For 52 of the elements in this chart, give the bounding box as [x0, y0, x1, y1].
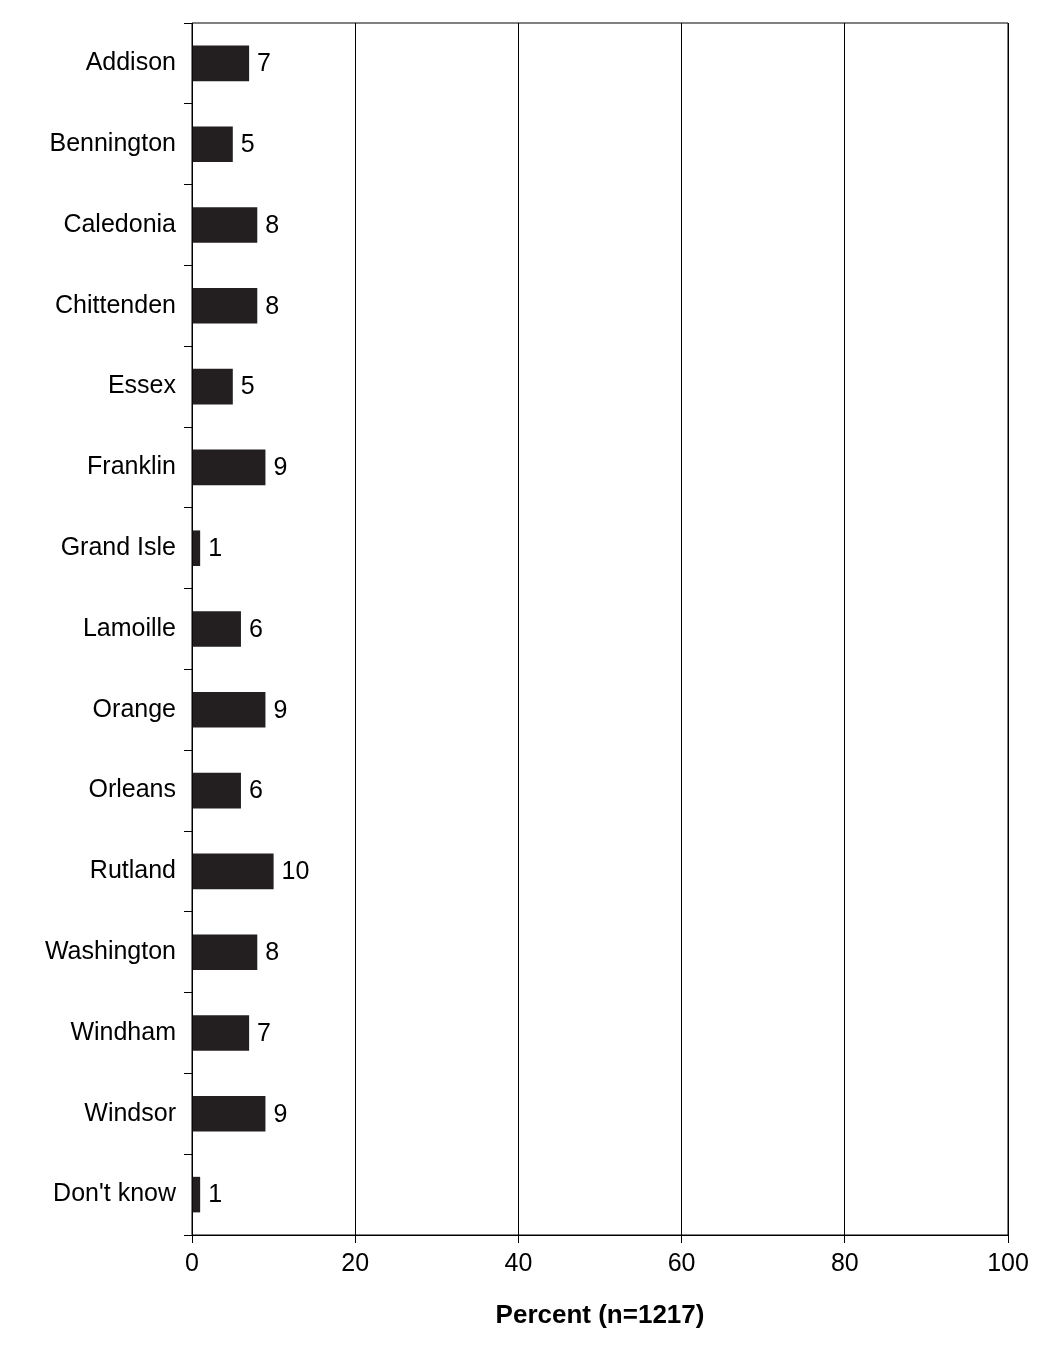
bar: [192, 772, 241, 809]
data-label: 9: [273, 452, 288, 481]
data-label: 7: [257, 48, 272, 77]
y-tick-label: Chittenden: [55, 289, 176, 318]
y-tick-label: Lamoille: [82, 612, 176, 641]
bar: [192, 368, 233, 405]
y-tick-label: Don't know: [53, 1178, 177, 1207]
bar: [192, 1176, 201, 1213]
y-tick-label: Orange: [92, 693, 176, 722]
bar: [192, 126, 233, 162]
y-tick-label: Windham: [70, 1016, 176, 1045]
bar: [192, 853, 274, 890]
y-tick-label: Franklin: [87, 451, 176, 480]
data-label: 5: [240, 371, 255, 400]
y-tick-label: Orleans: [88, 774, 176, 803]
bar: [192, 1015, 250, 1051]
x-axis-title: Percent (n=1217): [495, 1298, 705, 1329]
data-label: 8: [265, 209, 280, 238]
bar: [192, 530, 201, 566]
data-label: 1: [208, 533, 223, 562]
bar: [192, 1096, 266, 1132]
data-label: 7: [257, 1017, 272, 1046]
data-label: 1: [208, 1179, 223, 1208]
y-tick-label: Caledonia: [63, 208, 177, 237]
data-label: 5: [240, 129, 255, 158]
x-tick-label: 40: [504, 1247, 533, 1276]
x-tick-label: 100: [987, 1247, 1029, 1276]
x-tick-label: 20: [341, 1247, 370, 1276]
data-label: 9: [273, 1098, 288, 1127]
bar: [192, 611, 241, 647]
bar: [192, 934, 258, 970]
data-label: 9: [273, 694, 288, 723]
y-tick-label: Washington: [44, 936, 176, 965]
bar: [192, 288, 258, 324]
y-tick-label: Grand Isle: [60, 532, 176, 561]
y-tick-label: Windsor: [84, 1097, 176, 1126]
y-tick-label: Essex: [107, 370, 177, 399]
data-label: 6: [248, 613, 263, 642]
bar: [192, 207, 258, 243]
data-label: 10: [281, 856, 310, 885]
x-tick-label: 80: [830, 1247, 859, 1276]
data-label: 8: [265, 290, 280, 319]
y-tick-label: Addison: [85, 47, 176, 76]
data-label: 8: [265, 937, 280, 966]
y-tick-label: Bennington: [49, 128, 176, 157]
data-label: 6: [248, 775, 263, 804]
x-tick-label: 60: [667, 1247, 696, 1276]
x-tick-label: 0: [185, 1247, 199, 1276]
bar: [192, 449, 266, 486]
y-tick-label: Rutland: [89, 855, 176, 884]
bar: [192, 692, 266, 728]
bar: [192, 45, 250, 82]
